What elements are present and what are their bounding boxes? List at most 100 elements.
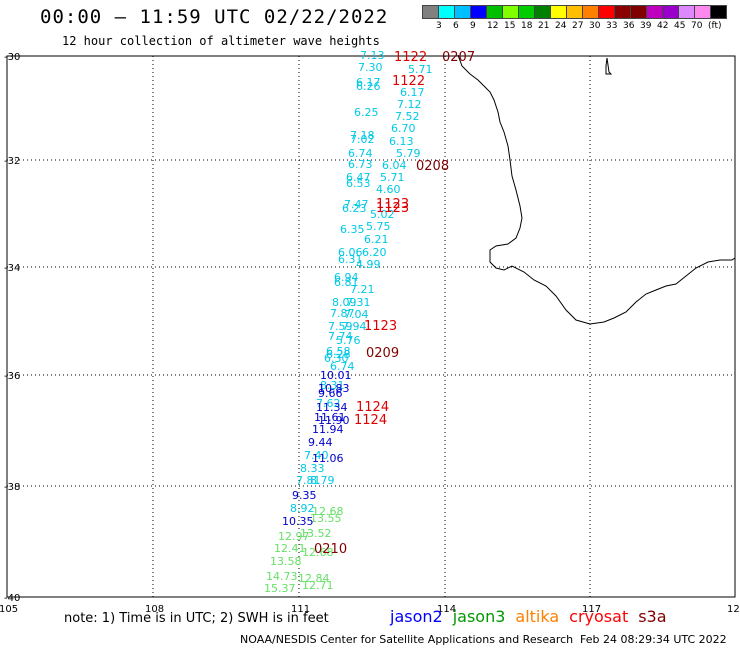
wave-height-value: 6.06	[338, 246, 363, 259]
wave-height-value: 7.87	[330, 307, 355, 320]
wave-height-value: 6.74	[348, 147, 373, 160]
pass-time-label: 0210	[314, 542, 347, 557]
wave-height-value: 7.81	[296, 474, 321, 487]
wave-height-value: 11.94	[312, 423, 344, 436]
map-title: 00:00 – 11:59 UTC 02/22/2022	[40, 6, 389, 28]
lat-label: -32	[4, 156, 20, 167]
map-frame	[6, 55, 736, 598]
map-subtitle: 12 hour collection of altimeter wave hei…	[62, 34, 380, 48]
wave-height-value: 8.92	[290, 502, 315, 515]
lon-label: 111	[291, 604, 310, 615]
wave-height-value: 6.04	[382, 159, 407, 172]
wave-height-value: 6.17	[356, 76, 381, 89]
legend-label: 30	[589, 21, 601, 31]
wave-height-value: 5.79	[396, 147, 421, 160]
lon-label: 114	[437, 604, 456, 615]
wave-height-observations: 7.137.306.176.265.716.177.127.526.256.70…	[264, 49, 433, 595]
wave-height-value: 11.06	[312, 452, 344, 465]
wave-height-value: 7.74	[328, 330, 353, 343]
wave-height-value: 10.35	[282, 515, 314, 528]
wave-height-value: 6.58	[326, 345, 351, 358]
wave-height-value: 6.17	[400, 86, 425, 99]
credit-line: NOAA/NESDIS Center for Satellite Applica…	[240, 633, 574, 646]
lat-label: -36	[4, 371, 20, 382]
wave-height-value: 6.53	[346, 177, 371, 190]
coastline	[457, 54, 736, 325]
wave-height-value: 5.71	[408, 63, 433, 76]
wave-height-value: 7.02	[350, 133, 375, 146]
wave-height-value: 12.84	[298, 572, 330, 585]
wave-height-value: 6.35	[340, 223, 365, 236]
wave-height-value: 6.31	[338, 253, 363, 266]
legend-label: 27	[572, 21, 584, 31]
pass-time-label: 0209	[366, 346, 399, 361]
pass-time-labels: 1122 020711220208112311231123020911241124…	[314, 50, 475, 557]
pass-time-label: 1124	[354, 413, 387, 428]
legend-label: 42	[657, 21, 669, 31]
wave-height-value: 11.90	[318, 414, 350, 427]
lon-label: 117	[582, 604, 601, 615]
wave-height-value: 7.30	[358, 61, 383, 74]
wave-height-value: 7.18	[350, 129, 375, 142]
pass-time-label: 1123	[364, 319, 397, 334]
wave-height-value: 15.37	[264, 582, 296, 595]
legend-unit: (ft)	[708, 21, 722, 31]
wave-height-value: 12.71	[302, 579, 334, 592]
pass-time-label: 1124	[356, 400, 389, 415]
pass-time-label: 1123	[376, 197, 409, 212]
wave-height-value: 7.52	[395, 110, 420, 123]
wave-height-value: 6.70	[391, 122, 416, 135]
legend-swatch	[710, 5, 727, 19]
wave-height-value: 6.25	[354, 106, 379, 119]
wave-height-value: 14.73	[266, 570, 298, 583]
wave-height-value: 10.83	[318, 382, 350, 395]
legend-label: 6	[453, 21, 459, 31]
wave-height-value: 7.12	[397, 98, 422, 111]
lon-label: 105	[0, 604, 18, 615]
wave-height-value: 13.55	[310, 512, 342, 525]
lat-label: -38	[4, 482, 20, 493]
wave-height-value: 12.68	[312, 505, 344, 518]
legend-label: 3	[436, 21, 442, 31]
legend-label: 45	[674, 21, 686, 31]
lat-label: -30	[4, 52, 20, 63]
lon-label: 120	[727, 604, 740, 615]
wave-height-value: 6.23	[342, 202, 367, 215]
wave-height-value: 6.13	[389, 135, 414, 148]
satellite-key-cryosat: cryosat	[569, 607, 629, 626]
legend-label: 33	[606, 21, 618, 31]
legend-label: 36	[623, 21, 635, 31]
wave-height-value: 8.79	[310, 474, 335, 487]
wave-height-value: 7.59	[328, 320, 353, 333]
satellite-key-jason2: jason2	[390, 607, 443, 626]
wave-height-value: 7.13	[360, 49, 385, 62]
wave-height-value: 7.47	[344, 198, 369, 211]
legend-label: 15	[504, 21, 516, 31]
wave-height-value: 6.21	[364, 233, 389, 246]
wave-height-value: 6.73	[348, 158, 373, 171]
wave-height-value: 4.99	[356, 258, 381, 271]
wave-height-value: 9.35	[292, 489, 317, 502]
color-legend	[422, 4, 727, 23]
generated-timestamp: Feb 24 08:29:34 UTC 2022	[580, 633, 727, 646]
pass-time-label: 0207	[442, 50, 475, 65]
legend-label: 18	[521, 21, 533, 31]
wave-height-value: 5.76	[336, 334, 361, 347]
wave-height-value: 7.40	[304, 449, 329, 462]
wave-height-value: 5.75	[366, 220, 391, 233]
wave-height-value: 9.44	[308, 436, 333, 449]
wave-height-value: 6.28	[326, 348, 351, 361]
wave-height-value: 8.09	[332, 296, 357, 309]
wave-height-value: 6.81	[334, 276, 359, 289]
satellite-key-altika: altika	[515, 607, 560, 626]
pass-time-label: 1122	[392, 74, 425, 89]
legend-label: 12	[487, 21, 499, 31]
wave-height-value: 8.31	[320, 379, 345, 392]
island	[605, 57, 613, 75]
wave-height-value: 6.74	[330, 360, 355, 373]
wave-height-value: 6.94	[334, 271, 359, 284]
satellite-key-s3a: s3a	[638, 607, 667, 626]
wave-height-value: 12.41	[274, 542, 306, 555]
